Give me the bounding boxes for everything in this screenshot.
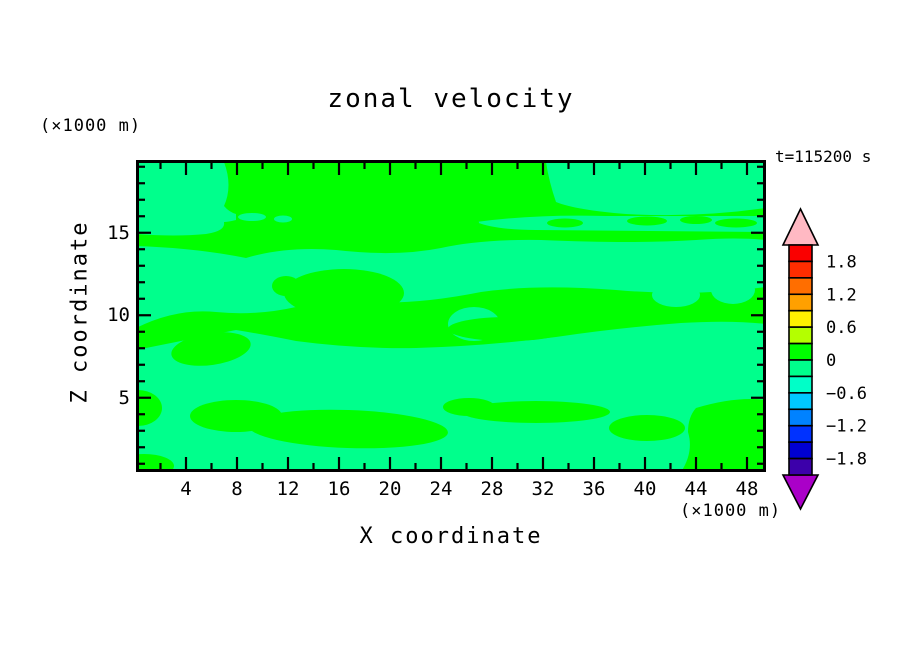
colorbar-segment: [788, 309, 813, 328]
x-axis-title: X coordinate: [359, 524, 543, 549]
colorbar-tick-label: −1.8: [826, 450, 867, 470]
x-tick-label: 48: [735, 478, 759, 500]
colorbar-tick-label: −1.2: [826, 417, 867, 437]
colorbar-tick-label: 1.2: [826, 285, 857, 305]
colorbar-segment: [788, 392, 813, 411]
colorbar: 1.8 1.2 0.6 0 −0.6 −1.2 −1.8: [781, 207, 867, 511]
x-tick-label: 12: [276, 478, 300, 500]
y-tick-label: 5: [118, 386, 130, 409]
x-tick-label: 44: [684, 478, 708, 500]
time-annotation: t=115200 s: [775, 147, 872, 166]
x-tick-label: 40: [633, 478, 657, 500]
x-tick-label: 36: [582, 478, 606, 500]
colorbar-segment: [788, 342, 813, 361]
colorbar-tick-label: 1.8: [826, 252, 857, 272]
colorbar-under-arrow: [781, 474, 820, 511]
colorbar-tick-label: −0.6: [826, 384, 867, 404]
colorbar-segments: [788, 244, 813, 476]
colorbar-segment: [788, 375, 813, 394]
colorbar-segment: [788, 293, 813, 312]
y-tick-label: 10: [107, 304, 130, 327]
x-tick-label: 20: [378, 478, 402, 500]
x-tick-label: 28: [480, 478, 504, 500]
contour-field: [136, 160, 766, 472]
contour-band-positive-islands: [136, 216, 766, 472]
colorbar-segment: [788, 260, 813, 279]
colorbar-segment: [788, 457, 813, 476]
colorbar-segment: [788, 441, 813, 460]
colorbar-segment: [788, 277, 813, 296]
x-tick-label: 24: [429, 478, 453, 500]
axis-ticks: [138, 162, 764, 470]
x-tick-label: 4: [180, 478, 192, 500]
x-tick-label: 8: [231, 478, 243, 500]
colorbar-tick-label: 0.6: [826, 318, 857, 338]
x-tick-label: 16: [327, 478, 351, 500]
contour-plot: [136, 160, 766, 472]
x-axis-unit-label: (×1000 m): [680, 501, 782, 521]
colorbar-segment: [788, 244, 813, 263]
colorbar-segment: [788, 408, 813, 427]
y-axis-unit-label: (×1000 m): [40, 116, 142, 136]
colorbar-segment: [788, 359, 813, 378]
colorbar-over-arrow: [781, 207, 820, 246]
plot-border: [136, 160, 766, 472]
plot-title: zonal velocity: [327, 84, 575, 114]
colorbar-segment: [788, 424, 813, 443]
colorbar-labels: 1.8 1.2 0.6 0 −0.6 −1.2 −1.8: [826, 252, 867, 469]
y-tick-label: 15: [107, 221, 130, 244]
x-tick-label: 32: [531, 478, 555, 500]
colorbar-segment: [788, 326, 813, 345]
colorbar-tick-label: 0: [826, 351, 836, 371]
